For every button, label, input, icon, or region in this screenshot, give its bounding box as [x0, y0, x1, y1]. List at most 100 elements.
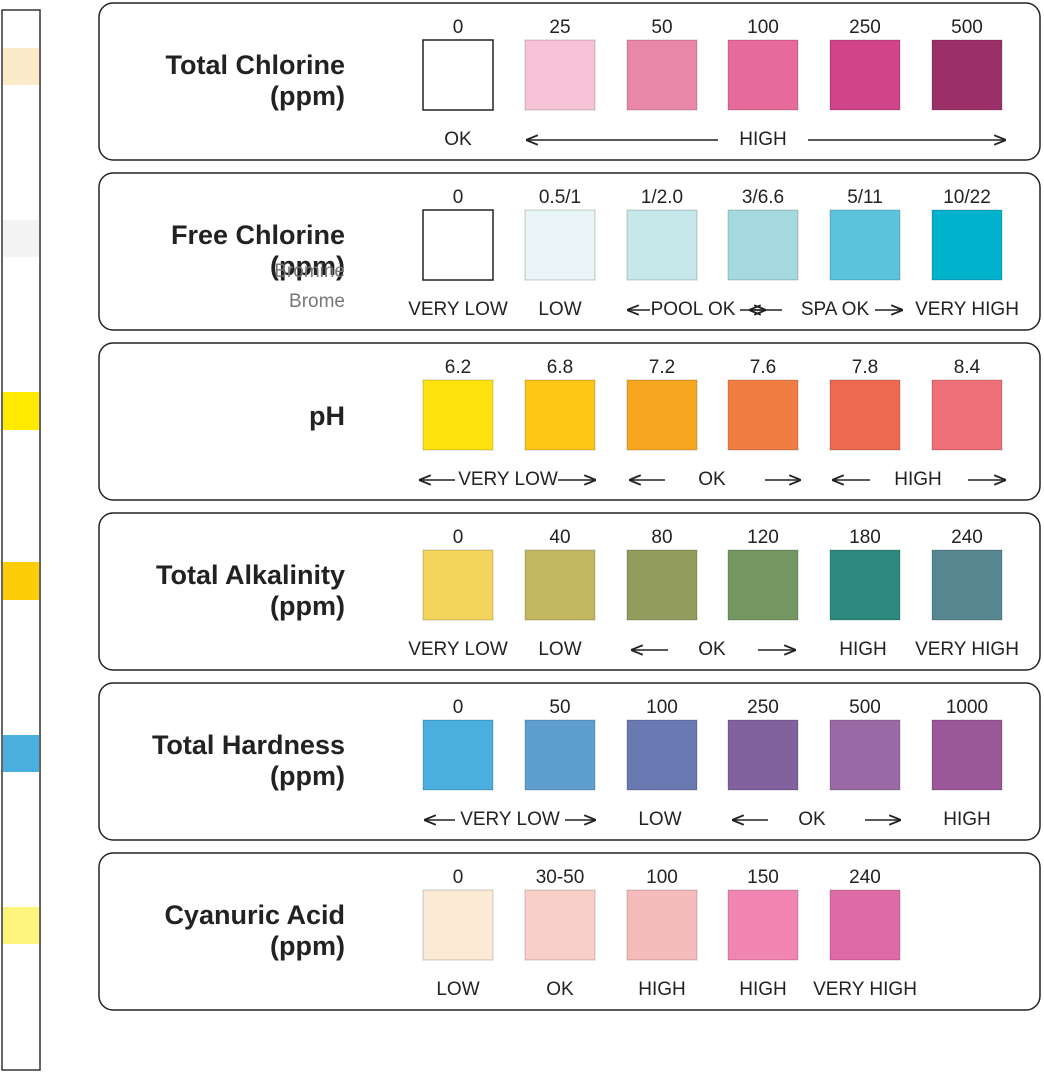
strip-pad [3, 392, 39, 430]
status-label: HIGH [839, 639, 887, 660]
level-label: 50 [549, 697, 570, 718]
level-label: 100 [747, 17, 779, 38]
test-strip [1, 9, 41, 1071]
color-swatch [727, 549, 799, 621]
level-label: 1/2.0 [641, 187, 683, 208]
panel-title: Total Hardness [152, 730, 345, 760]
color-swatch [829, 379, 901, 451]
level-label: 0 [453, 867, 464, 888]
status-label: HIGH [943, 809, 991, 830]
color-swatch [727, 889, 799, 961]
status-label: VERY HIGH [915, 299, 1019, 320]
status-label: SPA OK [801, 299, 870, 320]
level-label: 0 [453, 697, 464, 718]
status-label: OK [798, 809, 826, 830]
color-swatch [727, 209, 799, 281]
status-label: OK [698, 639, 726, 660]
status-label: VERY HIGH [915, 639, 1019, 660]
level-label: 100 [646, 867, 678, 888]
level-label: 100 [646, 697, 678, 718]
level-label: 7.2 [649, 357, 675, 378]
panel: Free Chlorine(ppm)Bromine Brome 0 0.5/1 1/2.… [98, 172, 1041, 331]
color-swatch [626, 209, 698, 281]
panel-title: Total Alkalinity [156, 560, 345, 590]
panel: Total Alkalinity(ppm) 0 40 80 120 180 240 VERY … [98, 512, 1041, 671]
color-swatch [626, 719, 698, 791]
color-swatch [422, 379, 494, 451]
panel-subtitle: Brome [289, 291, 345, 312]
color-swatch [524, 549, 596, 621]
panel-title: pH [309, 401, 345, 431]
panel-title: Total Chlorine [166, 50, 346, 80]
color-swatch [727, 379, 799, 451]
panel-title: Free Chlorine [171, 220, 345, 250]
color-swatch [829, 209, 901, 281]
color-swatch [931, 719, 1003, 791]
level-label: 240 [951, 527, 983, 548]
color-swatch [829, 39, 901, 111]
status-label: LOW [538, 299, 581, 320]
panel-title: (ppm) [270, 591, 345, 621]
strip-pad [3, 562, 39, 600]
panel: Cyanuric Acid(ppm) 0 30-50 100 150 240 LOW OK HI… [98, 852, 1041, 1011]
level-label: 0.5/1 [539, 187, 581, 208]
panel: Total Chlorine(ppm) 0 25 50 100 250 500 OK HIGH [98, 2, 1041, 161]
level-label: 500 [951, 17, 983, 38]
color-swatch [524, 719, 596, 791]
color-swatch [829, 719, 901, 791]
level-label: 0 [453, 187, 464, 208]
color-swatch [422, 209, 494, 281]
level-label: 7.6 [750, 357, 776, 378]
color-swatch [422, 39, 494, 111]
level-label: 50 [651, 17, 672, 38]
status-label: HIGH [739, 129, 787, 150]
level-label: 240 [849, 867, 881, 888]
panel-title: Cyanuric Acid [164, 900, 345, 930]
panel-title: (ppm) [270, 931, 345, 961]
level-label: 250 [849, 17, 881, 38]
level-label: 150 [747, 867, 779, 888]
color-swatch [626, 379, 698, 451]
status-label: VERY LOW [460, 809, 560, 830]
color-swatch [524, 379, 596, 451]
status-label: LOW [538, 639, 581, 660]
color-swatch [422, 719, 494, 791]
level-label: 0 [453, 17, 464, 38]
color-swatch [829, 549, 901, 621]
level-label: 120 [747, 527, 779, 548]
strip-pad [3, 907, 39, 944]
panel-title: (ppm) [270, 81, 345, 111]
color-swatch [524, 209, 596, 281]
level-label: 180 [849, 527, 881, 548]
status-label: VERY LOW [408, 639, 508, 660]
level-label: 25 [549, 17, 570, 38]
color-swatch [626, 39, 698, 111]
color-swatch [727, 39, 799, 111]
status-label: LOW [638, 809, 681, 830]
panel-subtitle: Bromine [274, 261, 345, 282]
status-label: VERY LOW [458, 469, 558, 490]
status-label: POOL OK [651, 299, 736, 320]
color-swatch [931, 209, 1003, 281]
level-label: 80 [651, 527, 672, 548]
color-swatch [829, 889, 901, 961]
color-swatch [524, 889, 596, 961]
color-swatch [727, 719, 799, 791]
level-label: 0 [453, 527, 464, 548]
level-label: 6.2 [445, 357, 471, 378]
status-label: OK [444, 129, 472, 150]
level-label: 6.8 [547, 357, 573, 378]
strip-pad [3, 220, 39, 257]
level-label: 7.8 [852, 357, 878, 378]
color-swatch [931, 39, 1003, 111]
status-label: OK [698, 469, 726, 490]
level-label: 30-50 [536, 867, 585, 888]
color-swatch [422, 549, 494, 621]
level-label: 40 [549, 527, 570, 548]
color-swatch [422, 889, 494, 961]
panel-title: (ppm) [270, 251, 345, 281]
level-label: 250 [747, 697, 779, 718]
status-label: HIGH [739, 979, 787, 1000]
level-label: 5/11 [847, 187, 883, 208]
